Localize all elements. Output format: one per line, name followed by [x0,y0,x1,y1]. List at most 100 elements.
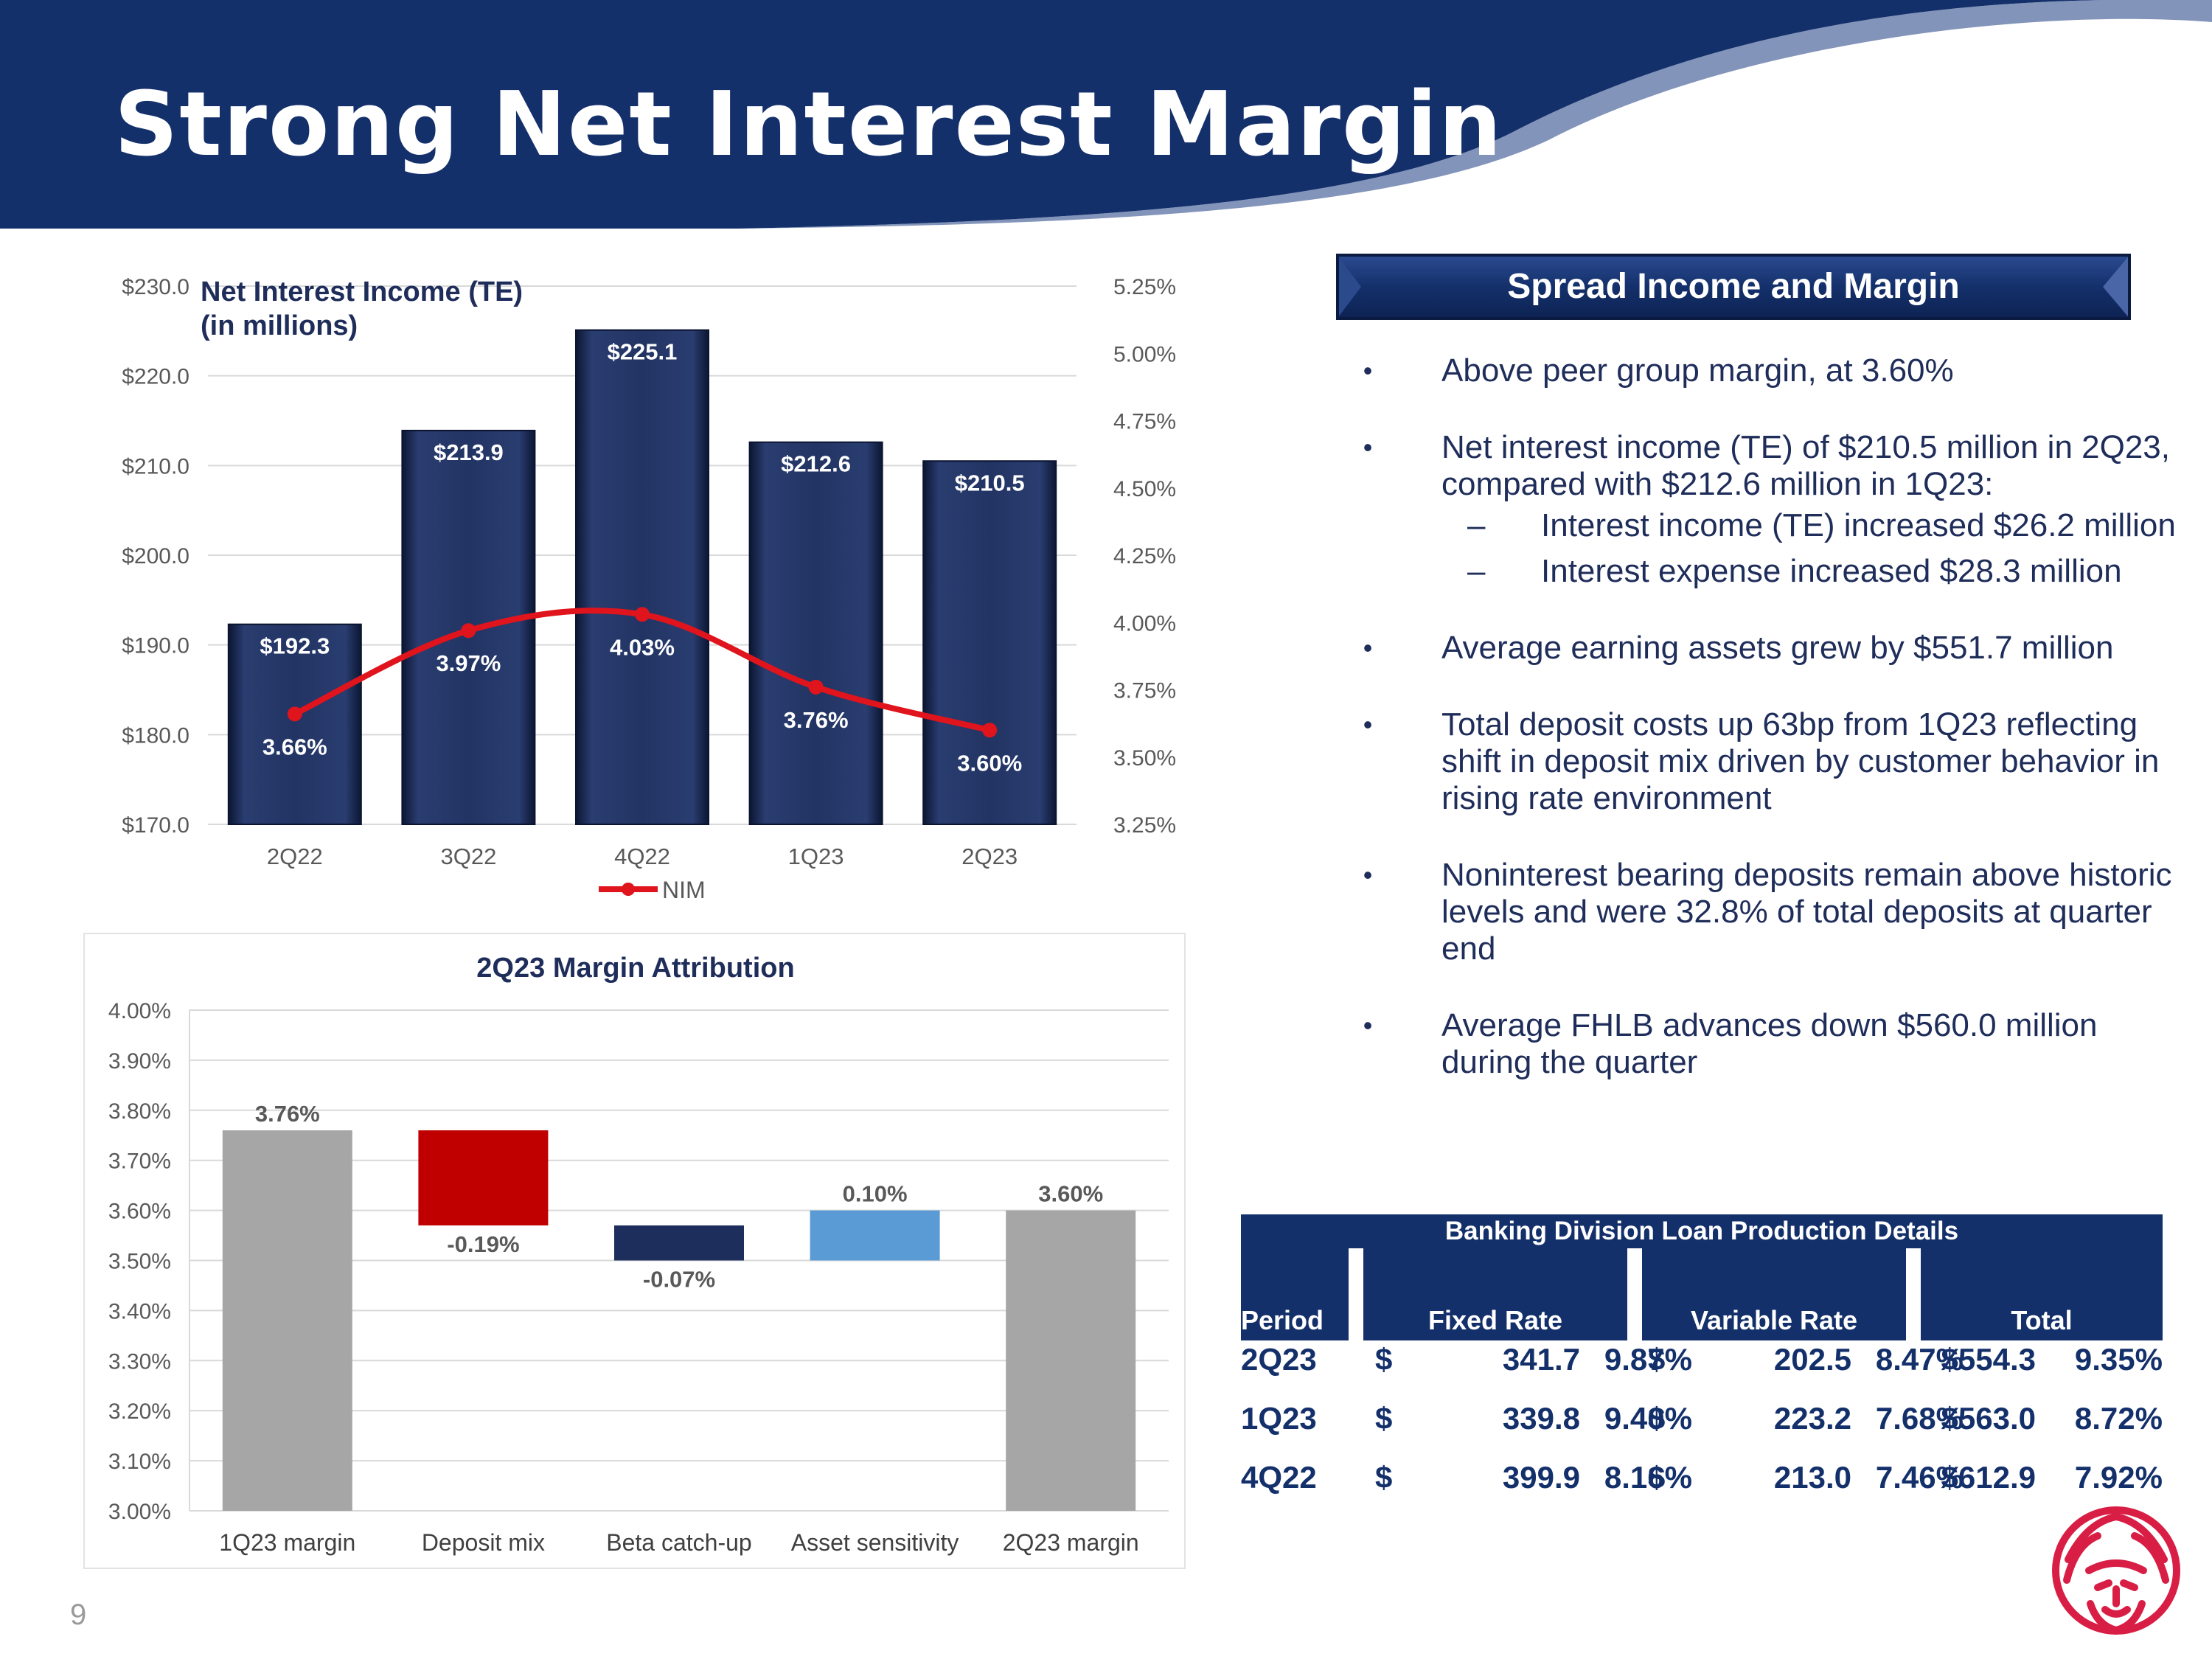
bar-value-label: $225.1 [608,339,678,365]
table-header-total: Total [1921,1248,2163,1340]
y-tick-label: $220.0 [122,365,189,389]
y-tick-label: $170.0 [122,813,189,838]
table-cell-total-rate: 8.72% [2074,1401,2163,1436]
y2-tick-label: 5.25% [1113,275,1176,299]
y-tick-label: 3.40% [108,1299,171,1324]
table-cell-fixed-rate: 9.40% [1604,1401,1692,1436]
table-header-variable: Variable Rate [1642,1248,1906,1340]
x-tick-label: Beta catch-up [606,1529,751,1556]
bar-value-label: -0.07% [643,1267,715,1293]
bar-value-label: $192.3 [260,633,330,659]
bullet-item: • Above peer group margin, at 3.60% [1357,352,2183,389]
waterfall-bar [222,1130,352,1511]
nim-value-label: 4.03% [610,634,675,660]
x-tick-label: 1Q23 [788,844,844,869]
bar-value-label: $210.5 [955,470,1025,495]
table-cell-fixed-rate: 9.87% [1604,1342,1692,1377]
y-tick-label: 3.30% [108,1349,171,1374]
table-cell-total-amt: $612.9 [1941,1460,2036,1495]
table-cell-total-amt: $563.0 [1941,1401,2036,1436]
y-tick-label: 3.50% [108,1250,171,1274]
bullet-dot-icon: • [1363,355,1373,386]
table-cell-var-rate: 7.46% [1875,1460,1964,1495]
sub-bullet-item: – Interest expense increased $28.3 millio… [1467,553,2122,589]
table-cell-total-amt: $554.3 [1941,1342,2036,1377]
table-title: Banking Division Loan Production Details [1241,1214,2163,1248]
currency-symbol: $ [1375,1460,1393,1495]
bullet-item: • Noninterest bearing deposits remain abo… [1357,857,2183,967]
bar-value-label: $212.6 [781,451,851,477]
nim-point [287,706,302,722]
table-cell-fixed-amt: 341.7 [1502,1342,1580,1377]
y-tick-label: 3.20% [108,1399,171,1424]
y-tick-label: 3.60% [108,1200,171,1224]
table-header-period: Period [1241,1248,1349,1340]
table-cell-total-rate: 9.35% [2074,1342,2163,1377]
nim-value-label: 3.76% [784,707,849,733]
page-title: Strong Net Interest Margin [114,74,1503,176]
loan-production-table: Banking Division Loan Production Details… [1241,1214,2163,1502]
bar-value-label: -0.19% [447,1231,519,1257]
y2-tick-label: 4.25% [1113,544,1176,568]
nim-point [982,723,998,738]
bar-nii [227,623,362,825]
x-tick-label: 2Q23 margin [1003,1529,1139,1556]
legend: NIM [599,877,706,903]
table-cell-var-amt: 223.2 [1773,1401,1851,1436]
x-tick-label: 4Q22 [614,844,670,869]
dash-icon: – [1467,553,1486,589]
y-tick-label: $190.0 [122,634,189,658]
y2-tick-label: 4.00% [1113,611,1176,636]
nim-point [635,607,650,622]
table-cell-var-rate: 7.68% [1875,1401,1964,1436]
bullet-dot-icon: • [1363,709,1373,740]
chart-title: 2Q23 Margin Attribution [476,953,794,984]
table-cell-var-amt: 213.0 [1773,1460,1851,1495]
waterfall-bar [614,1225,744,1261]
bar-nii [748,441,883,825]
y2-tick-label: 4.75% [1113,410,1176,434]
panel-title: Spread Income and Margin [1507,267,1960,306]
bullet-item: • Total deposit costs up 63bp from 1Q23 r… [1357,706,2183,817]
currency-symbol: $ [1375,1401,1393,1436]
table-cell-fixed-amt: 339.8 [1502,1401,1580,1436]
nim-point [808,679,824,695]
bar-value-label: 3.76% [255,1101,320,1127]
bar-nii [922,460,1057,825]
bullet-list: • Above peer group margin, at 3.60% • Net … [1357,352,2183,1121]
x-tick-label: 2Q22 [267,844,323,869]
table-cell-period: 2Q23 [1241,1342,1317,1377]
y2-tick-label: 3.25% [1113,813,1176,838]
table-cell-period: 1Q23 [1241,1401,1317,1436]
sub-bullet-list: – Interest income (TE) increased $26.2 mi… [1441,507,2183,590]
bar-value-label: 3.60% [1038,1181,1103,1207]
table-cell-var-rate: 8.47% [1875,1342,1964,1377]
y2-tick-label: 3.75% [1113,679,1176,703]
page-number: 9 [70,1599,87,1631]
x-tick-label: 1Q23 margin [219,1529,355,1556]
y-tick-label: 3.00% [108,1500,171,1524]
lion-icon [2052,1506,2180,1635]
header-banner [0,0,2212,229]
bullet-item: • Average FHLB advances down $560.0 milli… [1357,1007,2183,1081]
net-interest-income-chart: $170.0 $180.0 $190.0 $200.0 $210.0 $220.0 $230… [122,275,1176,903]
bullet-item: • Net interest income (TE) of $210.5 mill… [1357,429,2183,590]
y-tick-label: 4.00% [108,999,171,1023]
y-tick-label: 3.80% [108,1099,171,1124]
waterfall-bar [1006,1210,1136,1511]
currency-symbol: $ [1648,1401,1666,1436]
nim-point [461,623,476,639]
x-tick-label: 2Q23 [961,844,1018,869]
bar-nii [575,329,709,826]
nim-value-label: 3.66% [262,734,327,759]
y-tick-label: $180.0 [122,723,189,748]
waterfall-bar [810,1210,940,1261]
currency-symbol: $ [1648,1460,1666,1495]
x-tick-label: Deposit mix [422,1529,545,1556]
y-tick-label: 3.90% [108,1049,171,1074]
bullet-dot-icon: • [1363,860,1373,890]
table-cell-period: 4Q22 [1241,1460,1317,1495]
y2-tick-label: 5.00% [1113,342,1176,366]
nim-value-label: 3.60% [957,750,1022,776]
x-tick-label: Asset sensitivity [791,1529,959,1556]
